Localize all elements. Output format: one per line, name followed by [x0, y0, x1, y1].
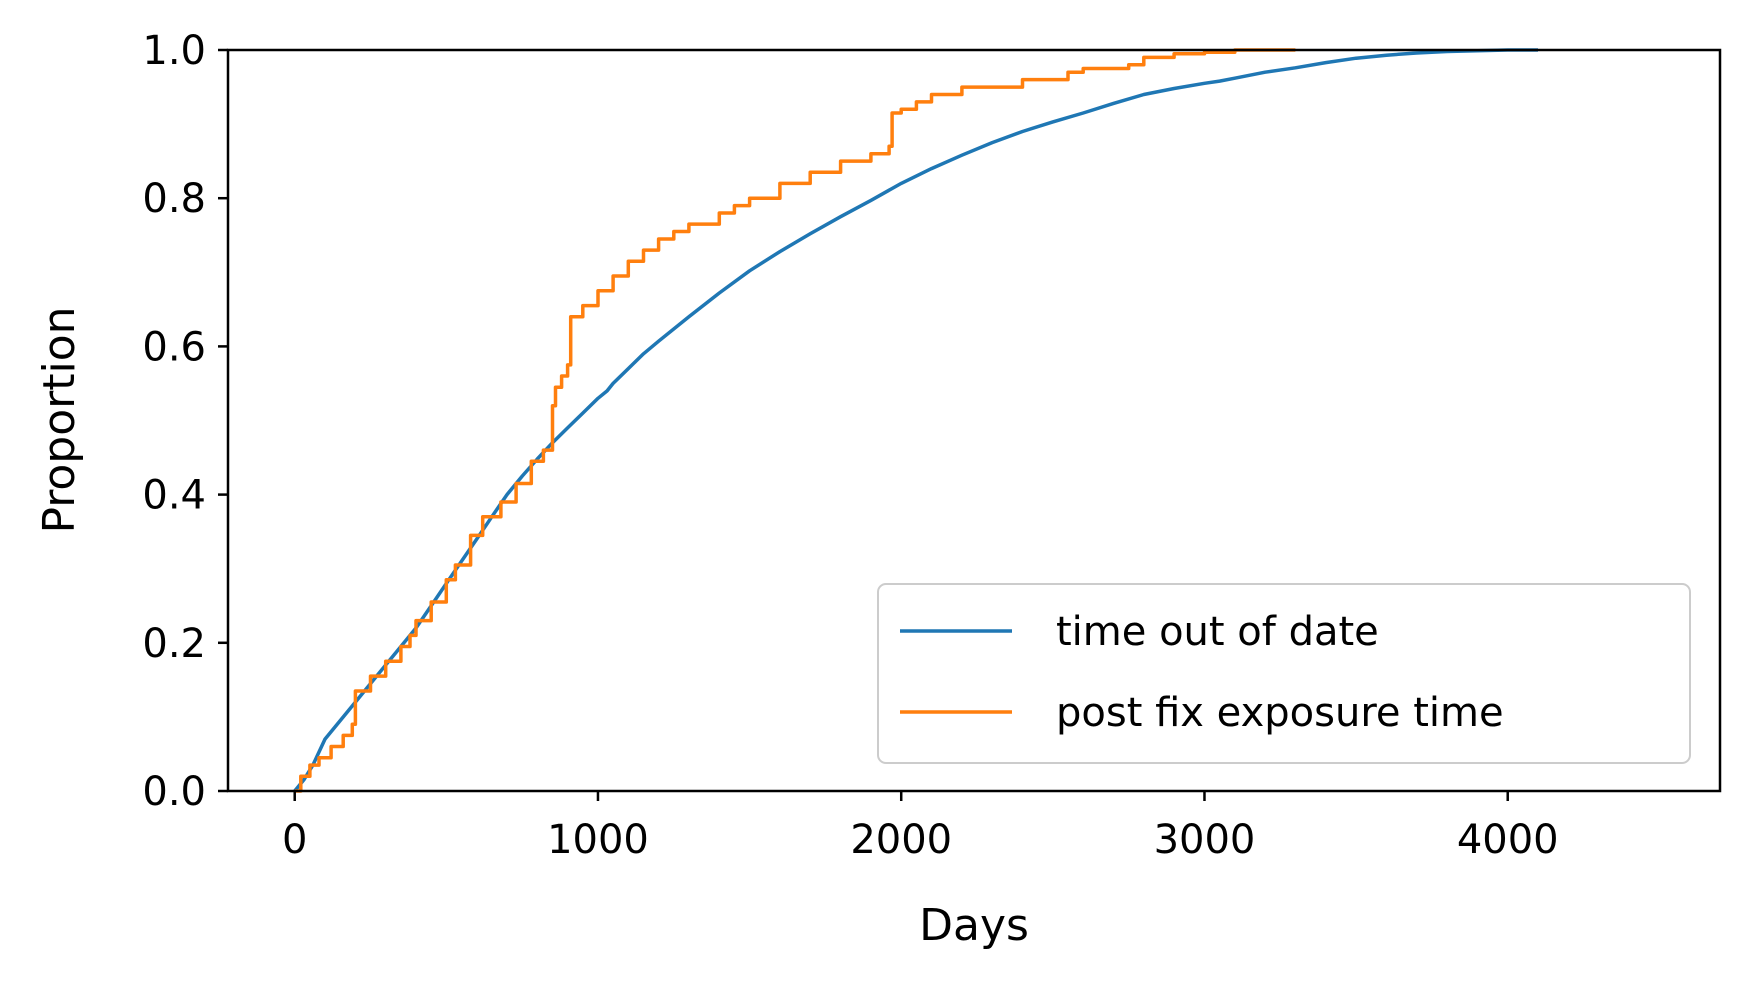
y-tick-label: 0.2: [142, 621, 206, 667]
x-tick-label: 0: [282, 817, 307, 863]
plot-frame: [226, 48, 1722, 793]
y-tick-label: 1.0: [142, 28, 206, 74]
x-tick-label: 1000: [547, 817, 649, 863]
x-tick-label: 2000: [850, 817, 952, 863]
ticks-layer: 0 1000 2000 3000 4000 0.0 0.2 0.4 0.6 0.8 1.0: [142, 28, 1558, 863]
y-tick-label: 0.6: [142, 324, 206, 370]
y-tick-label: 0.8: [142, 176, 206, 222]
x-tick-label: 3000: [1154, 817, 1256, 863]
series-line-post-fix-exposure-time: [294, 48, 1296, 793]
legend-label-post-fix-exposure-time: post fix exposure time: [1056, 690, 1504, 736]
legend-box: [877, 583, 1691, 764]
x-axis-label: Days: [919, 900, 1029, 951]
y-tick-label: 0.4: [142, 473, 206, 519]
x-tick-label: 4000: [1457, 817, 1559, 863]
legend: time out of date post fix exposure time: [877, 583, 1691, 764]
series-layer: [293, 48, 1538, 793]
legend-label-time-out-of-date: time out of date: [1056, 609, 1379, 655]
y-tick-label: 0.0: [142, 769, 206, 815]
y-axis-label: Proportion: [34, 306, 85, 533]
